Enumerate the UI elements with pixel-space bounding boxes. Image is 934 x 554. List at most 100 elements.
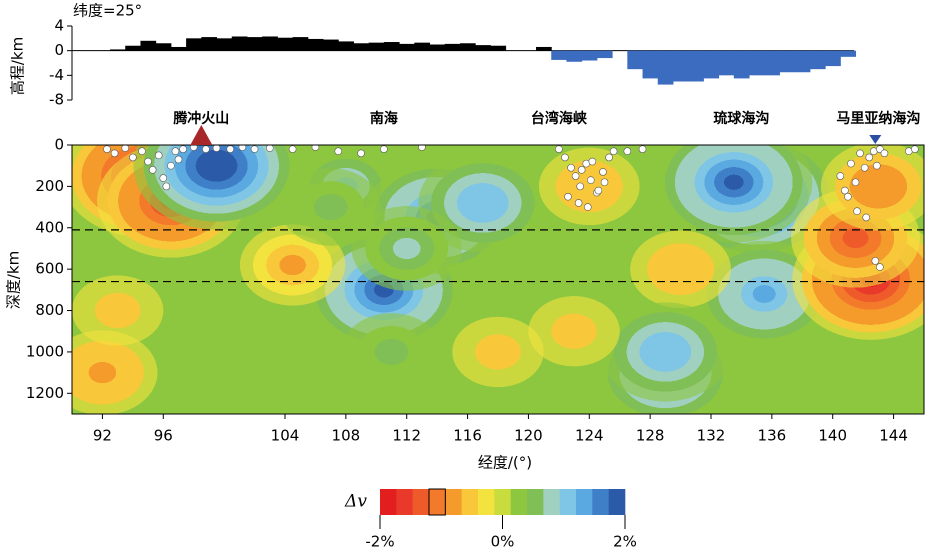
elevation-bar [307, 38, 324, 51]
earthquake [600, 178, 609, 187]
colorbar-swatch [445, 489, 462, 515]
elevation-bar [459, 43, 476, 51]
earthquake [380, 145, 388, 153]
velocity-anomaly [280, 168, 382, 246]
depth-axis-label: 深度/km [5, 251, 23, 309]
earthquake [265, 145, 274, 152]
elevation-bar [688, 50, 704, 82]
earthquake [311, 145, 320, 151]
earthquake [129, 153, 137, 162]
earthquake [167, 161, 175, 170]
velocity-anomaly [538, 147, 640, 226]
x-tick-label: 136 [758, 427, 787, 445]
x-tick-label: 132 [697, 427, 726, 445]
earthquake [238, 145, 247, 151]
earthquake [171, 147, 180, 156]
earthquake [555, 145, 563, 153]
x-tick-label: 144 [879, 427, 908, 445]
earthquake [561, 153, 569, 162]
elevation-bar [414, 42, 431, 51]
earthquake [873, 161, 881, 170]
earthquake [880, 149, 889, 158]
earthquake [841, 186, 849, 195]
elevation-bar [764, 50, 780, 76]
colorbar-swatch [412, 489, 430, 515]
earthquake [911, 145, 919, 153]
earthquake [587, 176, 595, 184]
velocity-anomaly [452, 316, 544, 388]
earthquake [334, 147, 343, 156]
velocity-anomaly [786, 337, 879, 408]
earthquake [623, 147, 632, 156]
velocity-anomaly [341, 313, 442, 391]
elevation-bar [642, 50, 659, 79]
elevation-bar [672, 50, 689, 82]
y-tick-label: 200 [35, 177, 64, 195]
y-tick-label: 0 [54, 136, 64, 154]
earthquake [576, 182, 584, 191]
earthquake [599, 168, 607, 176]
earthquake [847, 159, 855, 168]
region-label: 马里亚纳海沟 [836, 110, 920, 127]
y-tick-label: -4 [49, 66, 64, 84]
earthquake [588, 157, 597, 166]
x-tick-label: 108 [332, 427, 361, 445]
velocity-anomaly [133, 145, 300, 230]
colorbar-swatch [429, 489, 446, 515]
y-tick-label: 600 [35, 260, 64, 278]
earthquake [865, 153, 874, 162]
elevation-bar [551, 50, 567, 60]
region-label: 台湾海峡 [531, 110, 588, 127]
earthquake [288, 145, 297, 153]
velocity-anomaly [600, 302, 730, 402]
x-tick-label: 120 [514, 427, 543, 445]
x-tick-label: 124 [575, 427, 604, 445]
elevation-bar [140, 40, 157, 51]
earthquake [357, 149, 365, 158]
earthquake [567, 163, 575, 172]
x-tick-label: 92 [93, 427, 112, 445]
elevation-bar [429, 44, 446, 51]
elevation-bar [657, 50, 674, 85]
location-marker [190, 125, 213, 145]
elevation-bar [840, 50, 857, 57]
elevation-bar [110, 49, 126, 51]
location-marker [869, 135, 882, 144]
y-tick-label: 1200 [26, 384, 64, 402]
earthquake [609, 147, 618, 156]
y-tick-label: 1000 [26, 342, 64, 360]
elevation-bar [581, 50, 598, 61]
colorbar-label: Δv [344, 492, 367, 512]
earthquake [564, 192, 572, 201]
y-tick-label: 4 [54, 17, 64, 35]
colorbar-swatch [396, 489, 413, 515]
earthquake [876, 263, 884, 271]
earthquake [202, 145, 210, 153]
velocity-anomaly [630, 230, 732, 308]
elevation-bar [490, 45, 507, 51]
elevation-bar [277, 37, 294, 51]
earthquake [853, 207, 861, 216]
earthquake [851, 178, 860, 187]
earthquake [179, 145, 187, 153]
y-tick-label: -8 [49, 91, 64, 109]
latitude-title: 纬度=25° [73, 2, 142, 20]
earthquake [605, 153, 613, 162]
velocity-anomaly [655, 145, 813, 243]
elevation-bar [825, 50, 841, 67]
plot-frame [71, 144, 925, 415]
elevation-bar [155, 43, 172, 51]
y-tick-label: 400 [35, 218, 64, 236]
earthquake [583, 203, 592, 211]
elevation-bar [262, 36, 278, 51]
elevation-bar [794, 50, 811, 73]
earthquake [594, 186, 603, 195]
elevation-bar [733, 50, 750, 79]
elevation-axis-label: 高程/km [9, 37, 27, 95]
colorbar-swatch [543, 489, 560, 515]
elevation-bar [749, 50, 765, 76]
elevation-bar [368, 42, 385, 51]
region-label: 琉球海沟 [713, 110, 769, 127]
earthquake [856, 149, 864, 158]
colorbar-swatch [527, 489, 544, 515]
